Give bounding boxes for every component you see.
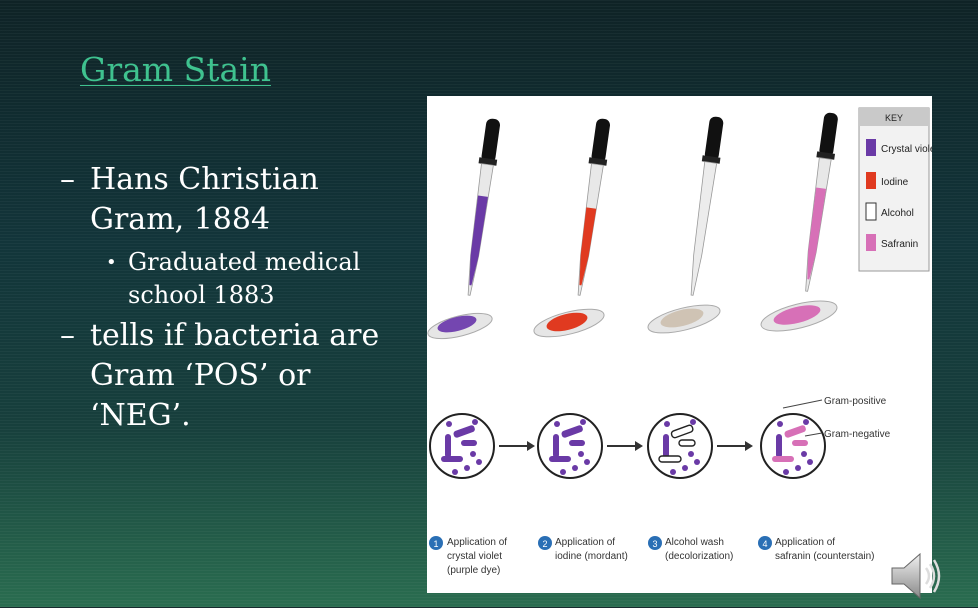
svg-text:(purple dye): (purple dye) [447,565,500,576]
stain-circle-4 [760,399,826,479]
alcohol-swatch [865,202,877,221]
bullet-text: Hans Christian Gram, 1884 [90,162,319,237]
sub-bullet-graduated: • Graduated medical school 1883 [60,246,400,312]
sub-bullet-text: Graduated medical school 1883 [128,248,361,309]
svg-text:Alcohol wash: Alcohol wash [665,537,724,548]
bullet-text: tells if bacteria are Gram ‘POS’ or ‘NEG… [90,318,380,433]
step-2: 2 Application of iodine (mordant) [538,536,628,562]
stain-circle-1 [429,413,495,479]
label-gram-negative: Gram-negative [824,429,891,440]
key-title: KEY [885,113,903,123]
crystal-violet-swatch [866,139,876,156]
speaker-icon[interactable] [888,548,948,604]
dash-marker: – [60,162,75,197]
dropper-alcohol [690,116,724,296]
svg-text:1: 1 [433,539,438,549]
key-item-crystal-violet: Crystal violet [881,144,932,155]
svg-text:3: 3 [652,539,657,549]
key-legend: KEY Crystal violet Iodine Alcohol Safran… [858,107,932,272]
bullet-list: – Hans Christian Gram, 1884 • Graduated … [60,160,400,442]
label-gram-positive: Gram-positive [824,396,887,407]
bullet-hans-gram: – Hans Christian Gram, 1884 [60,160,400,240]
key-item-safranin: Safranin [881,239,918,250]
slide-title[interactable]: Gram Stain [80,50,271,89]
stain-circle-2 [537,413,603,479]
step-1: 1 Application of crystal violet (purple … [429,536,507,576]
dropper-iodine [577,118,611,296]
svg-text:crystal violet: crystal violet [447,551,502,562]
svg-text:Application of: Application of [775,537,835,548]
stain-circle-3 [647,413,713,479]
key-item-iodine: Iodine [881,177,909,188]
step-3: 3 Alcohol wash (decolorization) [648,536,733,562]
step-4: 4 Application of safranin (counterstain) [758,536,875,562]
gram-stain-figure: KEY Crystal violet Iodine Alcohol Safran… [427,96,932,593]
dot-marker: • [106,252,117,273]
safranin-swatch [866,234,876,251]
svg-text:2: 2 [542,539,547,549]
dropper-crystal-violet [467,118,501,296]
svg-text:Application of: Application of [555,537,615,548]
svg-text:4: 4 [762,539,767,549]
svg-text:(decolorization): (decolorization) [665,551,733,562]
svg-text:Application of: Application of [447,537,507,548]
key-item-alcohol: Alcohol [881,208,914,219]
dash-marker: – [60,318,75,353]
svg-text:iodine (mordant): iodine (mordant) [555,551,628,562]
iodine-swatch [866,172,876,189]
dropper-safranin [805,112,838,292]
svg-text:safranin (counterstain): safranin (counterstain) [775,551,875,562]
bullet-tells-if: – tells if bacteria are Gram ‘POS’ or ‘N… [60,316,400,436]
